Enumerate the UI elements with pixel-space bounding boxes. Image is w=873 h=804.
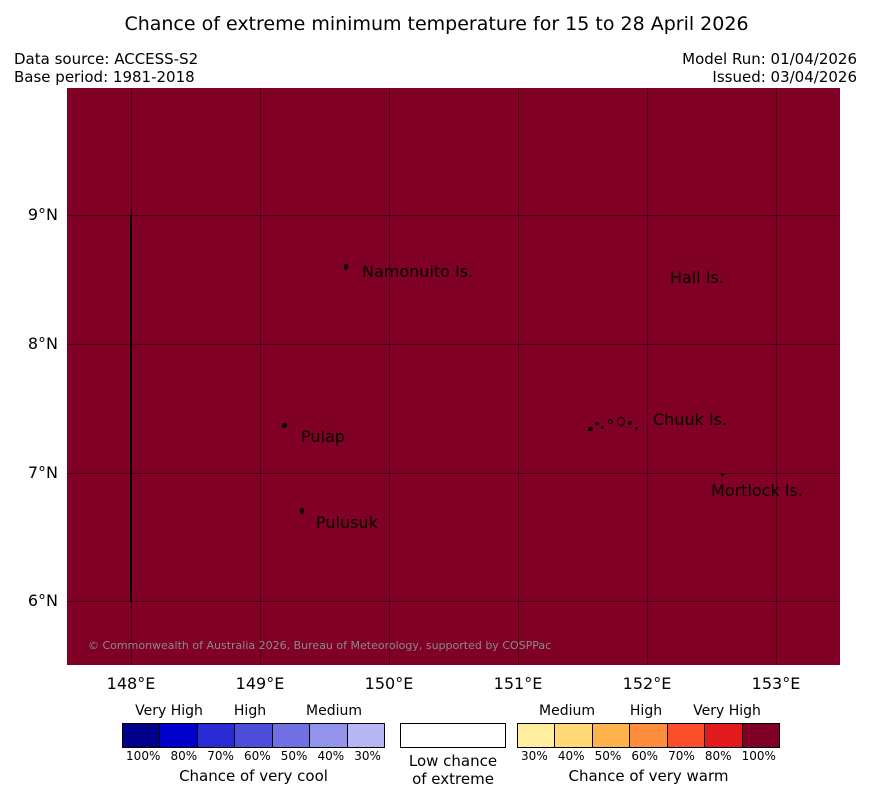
island-mark-pulusuk <box>300 508 304 514</box>
lon-label-149e: 149°E <box>235 674 285 693</box>
map-canvas: Namonuito Is. Hall Is. Pulap Chuuk Is. M… <box>67 88 840 665</box>
percent-label: 40% <box>557 749 585 763</box>
percent-label: 70% <box>668 749 695 763</box>
percent-label: 50% <box>594 749 622 763</box>
lon-label-152e: 152°E <box>622 674 672 693</box>
issued-label: Issued: 03/04/2026 <box>712 68 857 86</box>
warm-scale-cell-70 <box>667 724 706 747</box>
gridline-lat-6n <box>67 601 840 602</box>
island-mark-chuuk <box>617 417 625 426</box>
island-mark-pulap <box>282 423 287 428</box>
warm-header-medium: Medium <box>539 703 595 719</box>
data-source-label: Data source: ACCESS-S2 <box>14 50 199 68</box>
lon-label-150e: 150°E <box>364 674 414 693</box>
cool-header-high: High <box>233 703 267 719</box>
warm-color-scale <box>517 723 780 748</box>
warm-scale-cell-60 <box>630 724 668 747</box>
island-label-pulap: Pulap <box>301 427 345 446</box>
island-label-hall: Hall Is. <box>670 268 724 287</box>
warm-caption: Chance of very warm <box>568 767 729 785</box>
lon-label-151e: 151°E <box>493 674 543 693</box>
percent-label: 60% <box>631 749 659 763</box>
meridian-line-148e <box>130 215 132 602</box>
model-run-label: Model Run: 01/04/2026 <box>682 50 857 68</box>
low-chance-label-line2: of extreme <box>412 770 494 788</box>
lat-label-7n: 7°N <box>27 463 58 482</box>
island-mark-chuuk <box>595 422 599 425</box>
percent-label: 30% <box>354 749 381 763</box>
warm-percent-labels: 30% 40% 50% 60% 70% 80% 100% <box>516 750 781 763</box>
cool-scale-cell-50 <box>272 724 311 747</box>
percent-label: 100% <box>126 749 161 763</box>
lon-label-148e: 148°E <box>106 674 156 693</box>
cool-header-medium: Medium <box>306 703 362 719</box>
percent-label: 50% <box>280 749 308 763</box>
page-title: Chance of extreme minimum temperature fo… <box>124 13 749 35</box>
cool-scale-cell-30 <box>347 724 384 747</box>
cool-percent-labels: 100% 80% 70% 60% 50% 40% 30% <box>121 750 386 763</box>
percent-label: 40% <box>317 749 345 763</box>
warm-header-high: High <box>629 703 663 719</box>
island-mark-mortlock <box>721 473 724 476</box>
low-chance-label-line1: Low chance <box>408 752 498 770</box>
island-mark-chuuk <box>601 426 604 429</box>
cool-caption: Chance of very cool <box>179 767 328 785</box>
cool-scale-cell-40 <box>310 724 348 747</box>
gridline-lat-9n <box>67 215 840 216</box>
lat-label-6n: 6°N <box>27 591 58 610</box>
island-mark-namonuito <box>344 264 348 270</box>
cool-scale-cell-100 <box>123 724 161 747</box>
copyright-notice: © Commonwealth of Australia 2026, Bureau… <box>88 639 552 652</box>
cool-scale-cell-70 <box>197 724 236 747</box>
warm-scale-cell-40 <box>555 724 593 747</box>
cool-header-very-high: Very High <box>135 703 203 719</box>
gridline-lon-150e <box>389 88 390 665</box>
cool-color-scale <box>122 723 385 748</box>
percent-label: 80% <box>170 749 198 763</box>
warm-header-very-high: Very High <box>693 703 761 719</box>
cool-scale-cell-60 <box>235 724 273 747</box>
warm-scale-cell-80 <box>705 724 743 747</box>
gridline-lon-151e <box>518 88 519 665</box>
percent-label: 100% <box>741 749 776 763</box>
island-label-namonuito: Namonuito Is. <box>362 262 474 281</box>
island-mark-chuuk <box>635 427 638 430</box>
lat-label-9n: 9°N <box>27 205 58 224</box>
percent-label: 60% <box>243 749 271 763</box>
island-label-chuuk: Chuuk Is. <box>653 410 728 429</box>
low-chance-box <box>400 723 506 748</box>
gridline-lon-149e <box>260 88 261 665</box>
island-mark-chuuk <box>608 419 613 424</box>
percent-label: 70% <box>207 749 234 763</box>
gridline-lat-8n <box>67 344 840 345</box>
island-label-mortlock: Mortlock Is. <box>711 481 803 500</box>
island-mark-chuuk <box>588 427 593 431</box>
lon-label-153e: 153°E <box>751 674 801 693</box>
base-period-label: Base period: 1981-2018 <box>14 68 195 86</box>
island-label-pulusuk: Pulusuk <box>316 513 378 532</box>
gridline-lon-152e <box>647 88 648 665</box>
gridline-lat-7n <box>67 473 840 474</box>
percent-label: 80% <box>704 749 732 763</box>
cool-scale-cell-80 <box>160 724 198 747</box>
island-mark-chuuk <box>628 421 632 425</box>
warm-scale-cell-100 <box>742 724 779 747</box>
percent-label: 30% <box>521 749 548 763</box>
warm-scale-cell-50 <box>592 724 631 747</box>
warm-scale-cell-30 <box>518 724 556 747</box>
gridline-lon-153e <box>776 88 777 665</box>
lat-label-8n: 8°N <box>27 334 58 353</box>
